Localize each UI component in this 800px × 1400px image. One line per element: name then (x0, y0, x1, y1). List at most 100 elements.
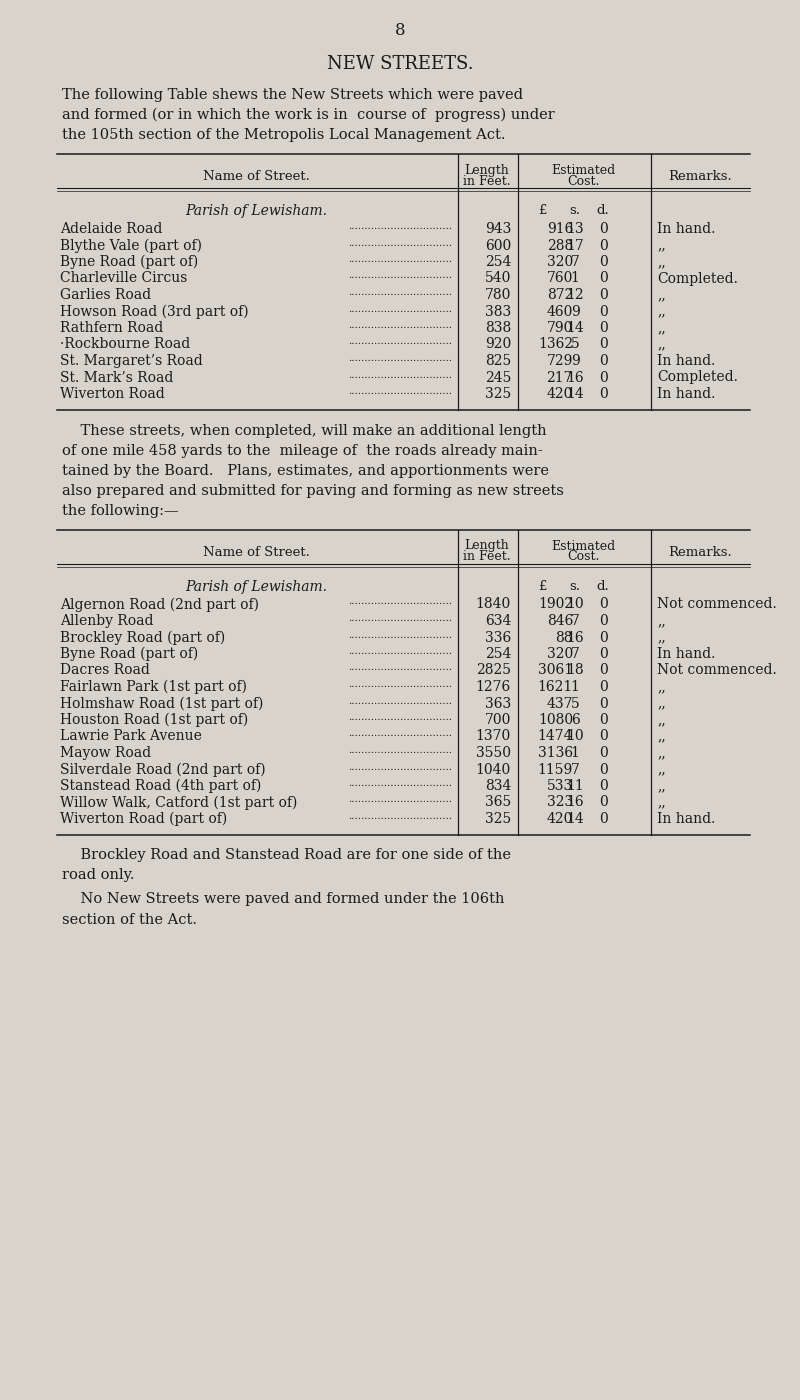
Text: ,,: ,, (657, 288, 666, 302)
Text: Allenby Road: Allenby Road (60, 615, 162, 629)
Text: 288: 288 (546, 238, 573, 252)
Text: ,,: ,, (657, 630, 666, 644)
Text: 14: 14 (566, 321, 584, 335)
Text: ,,: ,, (657, 746, 666, 760)
Text: These streets, when completed, will make an additional length: These streets, when completed, will make… (62, 423, 546, 437)
Text: Byne Road (part of): Byne Road (part of) (60, 255, 207, 269)
Text: ,,: ,, (657, 305, 666, 319)
Text: ,,: ,, (657, 697, 666, 711)
Text: 0: 0 (598, 812, 607, 826)
Text: 365: 365 (485, 795, 511, 809)
Text: 217: 217 (546, 371, 573, 385)
Text: 838: 838 (485, 321, 511, 335)
Text: 0: 0 (598, 680, 607, 694)
Text: ................................: ................................ (348, 238, 452, 248)
Text: 0: 0 (598, 288, 607, 302)
Text: 729: 729 (546, 354, 573, 368)
Text: Garlies Road: Garlies Road (60, 288, 160, 302)
Text: ................................: ................................ (348, 598, 452, 606)
Text: in Feet.: in Feet. (462, 550, 510, 563)
Text: Length: Length (464, 539, 509, 553)
Text: ................................: ................................ (348, 305, 452, 314)
Text: 920: 920 (485, 337, 511, 351)
Text: 7: 7 (570, 763, 579, 777)
Text: 846: 846 (546, 615, 573, 629)
Text: ,,: ,, (657, 713, 666, 727)
Text: 790: 790 (546, 321, 573, 335)
Text: 14: 14 (566, 386, 584, 400)
Text: 0: 0 (598, 305, 607, 319)
Text: Lawrie Park Avenue: Lawrie Park Avenue (60, 729, 206, 743)
Text: 10: 10 (566, 598, 584, 612)
Text: ................................: ................................ (348, 763, 452, 771)
Text: 12: 12 (566, 288, 584, 302)
Text: Wiverton Road (part of): Wiverton Road (part of) (60, 812, 236, 826)
Text: 600: 600 (485, 238, 511, 252)
Text: Mayow Road: Mayow Road (60, 746, 160, 760)
Text: Brockley Road and Stanstead Road are for one side of the: Brockley Road and Stanstead Road are for… (62, 848, 511, 862)
Text: 88: 88 (555, 630, 573, 644)
Text: ,,: ,, (657, 238, 666, 252)
Text: 245: 245 (485, 371, 511, 385)
Text: St. Mark’s Road: St. Mark’s Road (60, 371, 178, 385)
Text: 16: 16 (566, 630, 584, 644)
Text: Dacres Road: Dacres Road (60, 664, 158, 678)
Text: Estimated: Estimated (551, 164, 615, 176)
Text: Holmshaw Road (1st part of): Holmshaw Road (1st part of) (60, 697, 272, 711)
Text: 834: 834 (485, 778, 511, 792)
Text: Houston Road (1st part of): Houston Road (1st part of) (60, 713, 257, 728)
Text: 7: 7 (570, 647, 579, 661)
Text: ................................: ................................ (348, 729, 452, 739)
Text: Howson Road (3rd part of): Howson Road (3rd part of) (60, 305, 253, 319)
Text: 0: 0 (598, 763, 607, 777)
Text: ................................: ................................ (348, 680, 452, 689)
Text: Cost.: Cost. (567, 175, 599, 188)
Text: 6: 6 (570, 713, 579, 727)
Text: ................................: ................................ (348, 697, 452, 706)
Text: Estimated: Estimated (551, 539, 615, 553)
Text: ................................: ................................ (348, 337, 452, 347)
Text: ................................: ................................ (348, 371, 452, 379)
Text: ,,: ,, (657, 763, 666, 777)
Text: 420: 420 (546, 386, 573, 400)
Text: 533: 533 (546, 778, 573, 792)
Text: ,,: ,, (657, 321, 666, 335)
Text: 1902: 1902 (538, 598, 573, 612)
Text: ................................: ................................ (348, 778, 452, 788)
Text: ................................: ................................ (348, 664, 452, 672)
Text: 16: 16 (566, 795, 584, 809)
Text: of one mile 458 yards to the  mileage of  the roads already main-: of one mile 458 yards to the mileage of … (62, 444, 542, 458)
Text: 0: 0 (598, 255, 607, 269)
Text: 872: 872 (546, 288, 573, 302)
Text: 0: 0 (598, 337, 607, 351)
Text: ,,: ,, (657, 615, 666, 629)
Text: Name of Street.: Name of Street. (202, 546, 310, 559)
Text: In hand.: In hand. (657, 386, 715, 400)
Text: Algernon Road (2nd part of): Algernon Road (2nd part of) (60, 598, 259, 612)
Text: Fairlawn Park (1st part of): Fairlawn Park (1st part of) (60, 680, 256, 694)
Text: 780: 780 (485, 288, 511, 302)
Text: Parish of Lewisham.: Parish of Lewisham. (185, 204, 327, 218)
Text: 16: 16 (566, 371, 584, 385)
Text: 5: 5 (570, 697, 579, 711)
Text: Blythe Vale (part of): Blythe Vale (part of) (60, 238, 202, 253)
Text: 2825: 2825 (476, 664, 511, 678)
Text: 916: 916 (546, 223, 573, 237)
Text: 17: 17 (566, 238, 584, 252)
Text: 3136: 3136 (538, 746, 573, 760)
Text: 320: 320 (546, 255, 573, 269)
Text: 825: 825 (485, 354, 511, 368)
Text: and formed (or in which the work is in  course of  progress) under: and formed (or in which the work is in c… (62, 108, 554, 122)
Text: also prepared and submitted for paving and forming as new streets: also prepared and submitted for paving a… (62, 483, 564, 497)
Text: ................................: ................................ (348, 288, 452, 297)
Text: 1276: 1276 (476, 680, 511, 694)
Text: d.: d. (597, 204, 610, 217)
Text: 13: 13 (566, 223, 584, 237)
Text: 9: 9 (570, 305, 579, 319)
Text: ,,: ,, (657, 795, 666, 809)
Text: 0: 0 (598, 713, 607, 727)
Text: 1040: 1040 (476, 763, 511, 777)
Text: £: £ (538, 204, 546, 217)
Text: 0: 0 (598, 321, 607, 335)
Text: 0: 0 (598, 272, 607, 286)
